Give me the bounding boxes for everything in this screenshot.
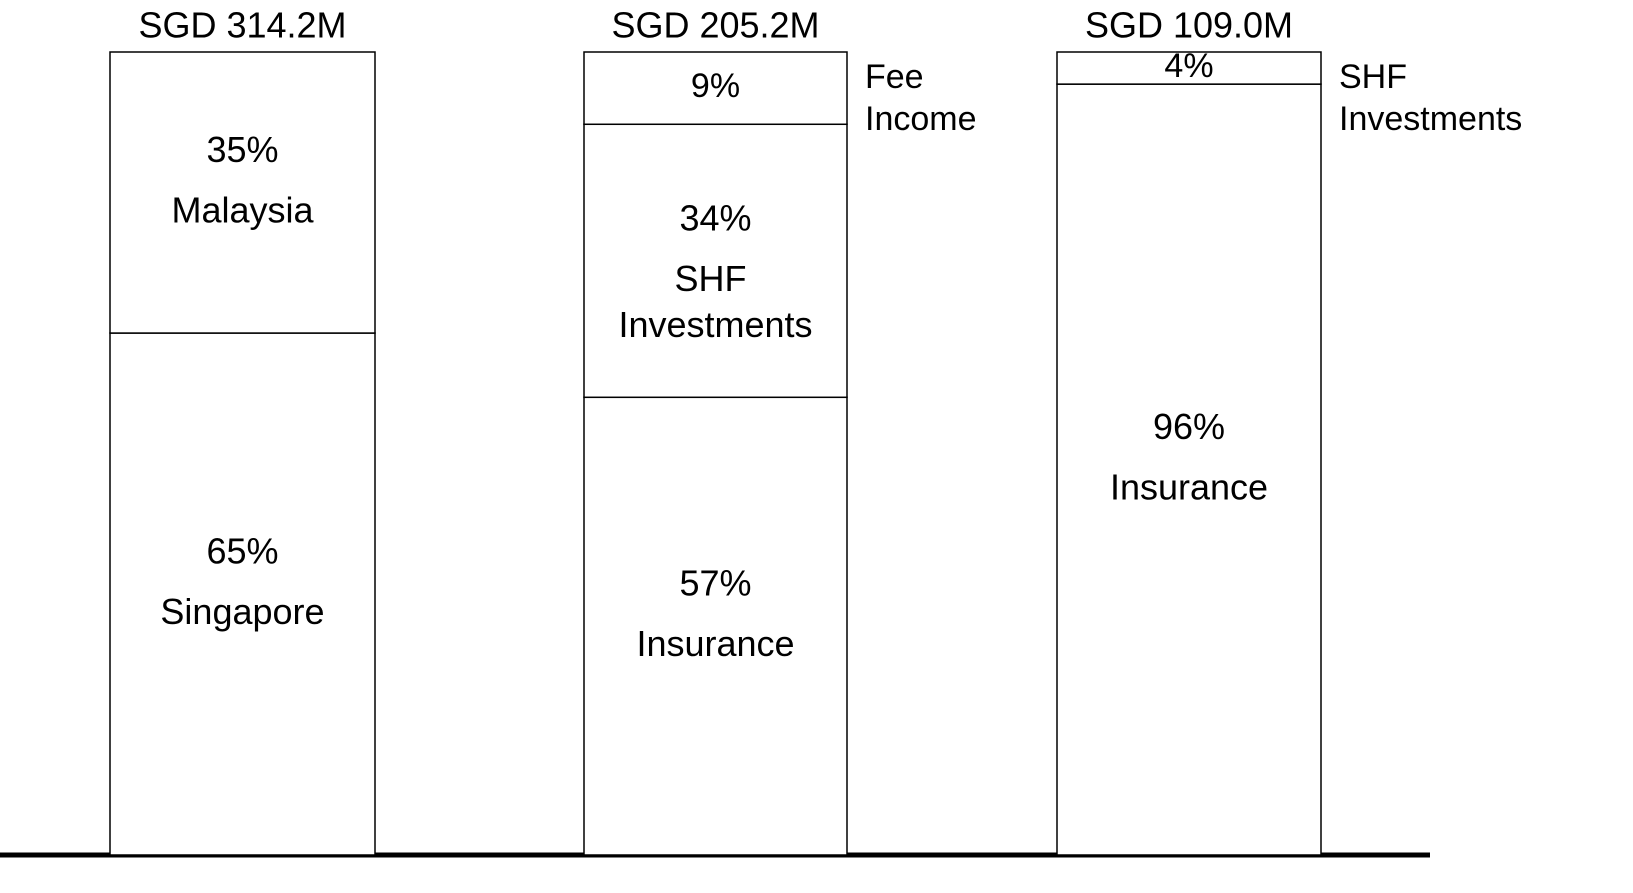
bar-segment xyxy=(1056,83,1322,856)
bar-segment xyxy=(583,396,848,856)
segment-value-label: 96% xyxy=(1153,406,1225,447)
segment-value-label: 34% xyxy=(679,197,751,238)
segment-name-label: Singapore xyxy=(160,591,324,632)
segment-name-label: Malaysia xyxy=(171,189,314,230)
segment-name-label: Insurance xyxy=(636,623,794,664)
segment-value-label: 65% xyxy=(206,531,278,572)
segment-value-label: 57% xyxy=(679,563,751,604)
bar-segment xyxy=(583,123,848,399)
bar-segment xyxy=(1056,51,1322,85)
segment-name-label: Insurance xyxy=(1110,466,1268,507)
bar-total-label: SGD 314.2M xyxy=(138,5,346,46)
bar-segment xyxy=(109,332,376,856)
bar-total-label: SGD 205.2M xyxy=(611,5,819,46)
segment-value-label: 35% xyxy=(206,129,278,170)
segment-name-label: SHF Investments xyxy=(618,257,812,344)
segment-value-label: 4% xyxy=(1164,47,1213,85)
bar-segment xyxy=(109,51,376,334)
segment-value-label: 9% xyxy=(691,67,740,105)
bar-segment xyxy=(583,51,848,126)
bar-total-label: SGD 109.0M xyxy=(1085,5,1293,46)
segment-name-label: SHF Investments xyxy=(1339,58,1522,138)
segment-name-label: Fee Income xyxy=(865,58,977,138)
